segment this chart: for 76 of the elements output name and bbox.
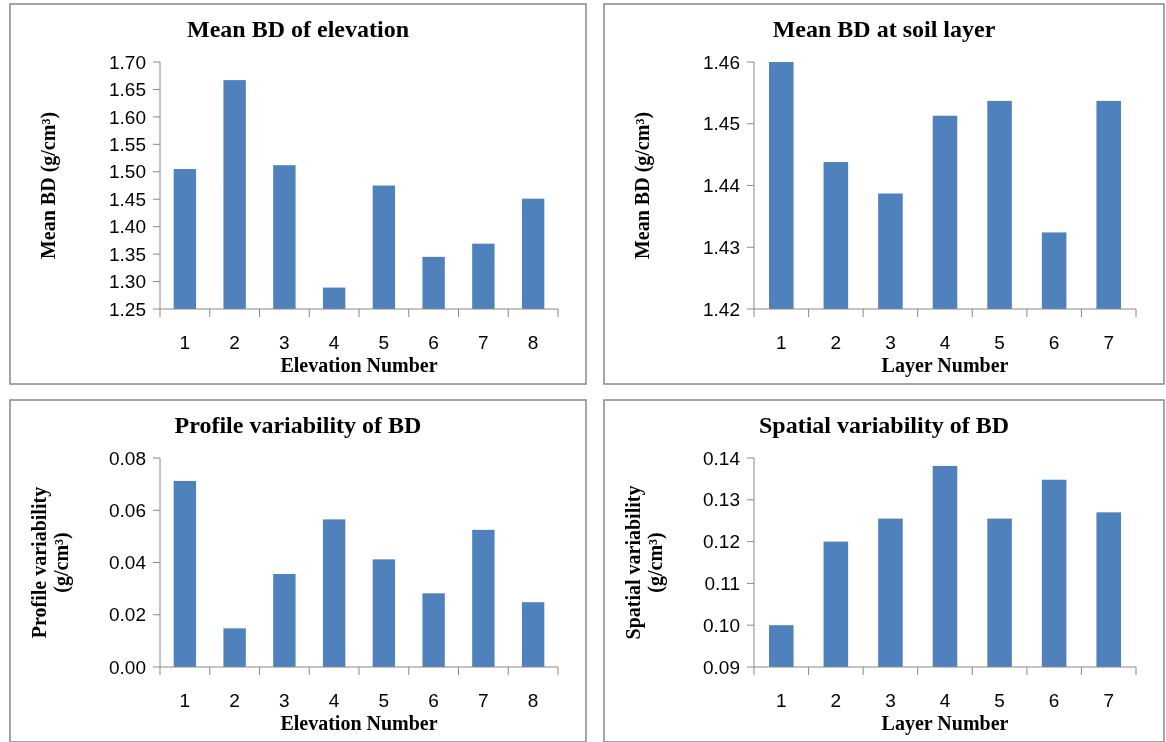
bar bbox=[322, 519, 346, 667]
x-tick-label: 2 bbox=[229, 690, 240, 711]
x-tick-label: 5 bbox=[994, 690, 1005, 711]
x-tick-label: 1 bbox=[776, 332, 787, 353]
y-tick-label: 0.14 bbox=[703, 447, 741, 469]
bar bbox=[521, 602, 545, 667]
y-tick-label: 0.02 bbox=[109, 604, 146, 626]
y-axis-title: Profile variability (g/cm³) bbox=[28, 486, 73, 639]
chart-title: Profile variability of BD bbox=[174, 412, 422, 438]
y-tick-label: 0.09 bbox=[703, 656, 740, 678]
x-tick-label: 7 bbox=[1103, 332, 1114, 353]
bar bbox=[472, 529, 495, 667]
y-tick-label: 1.65 bbox=[109, 79, 146, 101]
y-tick-label: 1.42 bbox=[703, 298, 740, 320]
y-tick-label: 1.25 bbox=[109, 298, 146, 320]
bar bbox=[173, 480, 197, 667]
chart-title: Mean BD at soil layer bbox=[772, 16, 996, 42]
x-tick-label: 1 bbox=[179, 690, 191, 711]
x-tick-label: 4 bbox=[328, 690, 340, 711]
x-tick-label: 7 bbox=[478, 690, 489, 711]
y-tick-label: 1.70 bbox=[109, 51, 146, 73]
y-tick-label: 1.46 bbox=[703, 51, 740, 73]
y-tick-label: 1.40 bbox=[109, 216, 146, 238]
y-tick-label: 0.13 bbox=[703, 489, 740, 511]
x-tick-label: 6 bbox=[428, 690, 439, 711]
bar bbox=[372, 559, 396, 667]
x-tick-label: 3 bbox=[279, 332, 290, 353]
y-tick-label: 0.06 bbox=[109, 499, 146, 521]
x-tick-label: 1 bbox=[776, 690, 787, 711]
y-tick-label: 1.44 bbox=[703, 175, 741, 197]
x-tick-label: 1 bbox=[179, 332, 191, 353]
y-tick-label: 0.08 bbox=[109, 447, 146, 469]
x-tick-label: 7 bbox=[1103, 690, 1114, 711]
x-tick-label: 2 bbox=[830, 332, 842, 353]
y-tick-label: 1.60 bbox=[109, 106, 146, 128]
x-tick-label: 2 bbox=[229, 332, 240, 353]
y-tick-label: 0.04 bbox=[109, 552, 147, 574]
x-tick-label: 6 bbox=[428, 332, 439, 353]
y-tick-label: 0.10 bbox=[703, 614, 740, 636]
bar bbox=[422, 593, 445, 667]
chart-title: Mean BD of elevation bbox=[187, 16, 409, 42]
x-tick-label: 3 bbox=[885, 690, 896, 711]
x-tick-label: 4 bbox=[328, 332, 340, 353]
x-tick-label: 2 bbox=[830, 690, 842, 711]
x-tick-label: 6 bbox=[1048, 332, 1060, 353]
bar bbox=[273, 574, 296, 667]
x-axis-title: Elevation Number bbox=[280, 354, 438, 376]
x-tick-label: 3 bbox=[279, 690, 290, 711]
x-tick-label: 8 bbox=[527, 332, 539, 353]
bar bbox=[223, 628, 246, 667]
x-axis-title: Layer Number bbox=[881, 712, 1009, 735]
x-tick-label: 5 bbox=[994, 332, 1005, 353]
chart-title: Spatial variability of BD bbox=[758, 412, 1010, 438]
x-axis-title: Elevation Number bbox=[280, 712, 438, 734]
x-tick-label: 5 bbox=[378, 690, 390, 711]
x-tick-label: 3 bbox=[885, 332, 896, 353]
y-tick-label: 1.50 bbox=[109, 161, 146, 183]
x-tick-label: 8 bbox=[527, 690, 539, 711]
y-tick-label: 1.43 bbox=[703, 236, 740, 258]
y-tick-label: 1.35 bbox=[109, 243, 146, 265]
y-tick-label: 0.12 bbox=[703, 531, 740, 553]
x-tick-label: 4 bbox=[939, 332, 951, 353]
y-axis-title: Mean BD (g/cm³) bbox=[631, 111, 654, 260]
y-tick-label: 1.55 bbox=[109, 133, 146, 155]
x-tick-label: 4 bbox=[939, 690, 951, 711]
y-tick-label: 1.45 bbox=[109, 188, 146, 210]
x-axis-title: Layer Number bbox=[881, 354, 1009, 377]
y-tick-label: 1.30 bbox=[109, 271, 146, 293]
x-tick-label: 7 bbox=[478, 332, 489, 353]
x-tick-label: 5 bbox=[378, 332, 390, 353]
x-tick-label: 6 bbox=[1048, 690, 1060, 711]
y-tick-label: 1.45 bbox=[703, 113, 740, 135]
y-axis-title: Spatial variability (g/cm³) bbox=[622, 485, 667, 640]
y-axis-title: Mean BD (g/cm³) bbox=[37, 111, 60, 260]
y-tick-label: 0.11 bbox=[704, 573, 740, 595]
y-tick-label: 0.00 bbox=[109, 656, 146, 678]
